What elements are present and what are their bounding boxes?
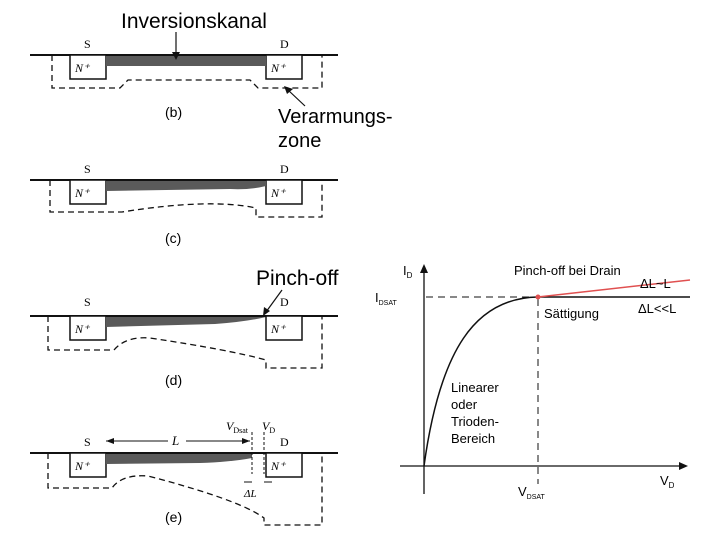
n-plus-label: N⁺ xyxy=(74,186,91,200)
depletion-zone-label-line2: zone xyxy=(278,130,321,152)
source-label: S xyxy=(84,435,91,449)
n-plus-label: N⁺ xyxy=(74,61,91,75)
source-n-plus-region xyxy=(69,452,107,478)
linear-region-label: oder xyxy=(451,397,478,412)
inversion-channel xyxy=(106,317,266,327)
delta-l-approx-label: ΔL~L xyxy=(640,276,671,291)
linear-region-curve xyxy=(423,296,539,467)
panel-d: N⁺ N⁺ S D Pinch-off (d) xyxy=(30,267,339,388)
panel-caption: (d) xyxy=(165,372,182,388)
n-plus-label: N⁺ xyxy=(270,459,287,473)
panel-caption: (b) xyxy=(165,104,182,120)
drain-label: D xyxy=(280,295,289,309)
depletion-boundary xyxy=(51,55,323,89)
arrow-head xyxy=(284,86,293,94)
drain-n-plus-region xyxy=(265,179,303,205)
n-plus-label: N⁺ xyxy=(270,61,287,75)
v-d-label: VD xyxy=(262,419,275,435)
panel-e: N⁺ N⁺ S D L VDsat VD ΔL (e) xyxy=(30,419,338,526)
panel-caption: (c) xyxy=(165,230,181,246)
arrow-head xyxy=(172,52,180,60)
pinch-off-point xyxy=(535,294,541,300)
inversion-channel xyxy=(106,56,266,66)
source-label: S xyxy=(84,37,91,51)
drain-label: D xyxy=(280,37,289,51)
drain-n-plus-region xyxy=(265,54,303,80)
delta-l-label: ΔL xyxy=(243,488,257,500)
pinch-off-label: Pinch-off xyxy=(256,267,339,290)
linear-region-label: Linearer xyxy=(451,380,499,395)
source-label: S xyxy=(84,295,91,309)
n-plus-label: N⁺ xyxy=(270,186,287,200)
iv-graph: ID VD IDSAT VDSAT Pinch-off bei Drain ΔL… xyxy=(375,263,691,501)
inversion-channel xyxy=(106,454,252,464)
y-axis-label: ID xyxy=(403,263,413,280)
arrow-head xyxy=(106,438,114,444)
source-label: S xyxy=(84,162,91,176)
label-backdrop xyxy=(168,433,186,447)
n-plus-label: N⁺ xyxy=(74,459,91,473)
saturation-curve-clm xyxy=(537,279,691,298)
inversion-channel-label: Inversionskanal xyxy=(121,10,267,33)
linear-region-label: Bereich xyxy=(451,431,495,446)
drain-n-plus-region xyxy=(265,315,303,341)
length-label: L xyxy=(171,433,179,448)
pinch-off-drain-label: Pinch-off bei Drain xyxy=(514,263,621,278)
delta-l-much-less-label: ΔL<<L xyxy=(638,301,676,316)
i-dsat-label: IDSAT xyxy=(375,290,397,307)
source-n-plus-region xyxy=(69,179,107,205)
depletion-arrow xyxy=(287,89,306,107)
pinch-off-arrow xyxy=(265,289,283,313)
panel-b: N⁺ N⁺ S D Inversionskanal (b) Verarmungs… xyxy=(30,10,393,152)
depletion-boundary xyxy=(47,453,323,526)
v-dsat-label: VDSAT xyxy=(518,484,546,501)
saturation-label: Sättigung xyxy=(544,306,599,321)
x-axis-arrow xyxy=(679,462,688,470)
drain-label: D xyxy=(280,435,289,449)
n-plus-label: N⁺ xyxy=(270,322,287,336)
panel-caption: (e) xyxy=(165,509,182,525)
panel-c: N⁺ N⁺ S D (c) xyxy=(30,162,338,246)
arrow-head xyxy=(263,307,270,316)
linear-region-label: Trioden- xyxy=(451,414,499,429)
source-n-plus-region xyxy=(69,315,107,341)
n-plus-label: N⁺ xyxy=(74,322,91,336)
x-axis-label: VD xyxy=(660,473,675,490)
depletion-zone-label-line1: Verarmungs- xyxy=(278,106,393,128)
drain-n-plus-region xyxy=(265,452,303,478)
drain-label: D xyxy=(280,162,289,176)
inversion-channel xyxy=(106,181,266,191)
source-n-plus-region xyxy=(69,54,107,80)
v-dsat-label: VDsat xyxy=(226,419,249,435)
y-axis-arrow xyxy=(420,264,428,273)
arrow-head xyxy=(242,438,250,444)
depletion-boundary xyxy=(47,316,323,369)
